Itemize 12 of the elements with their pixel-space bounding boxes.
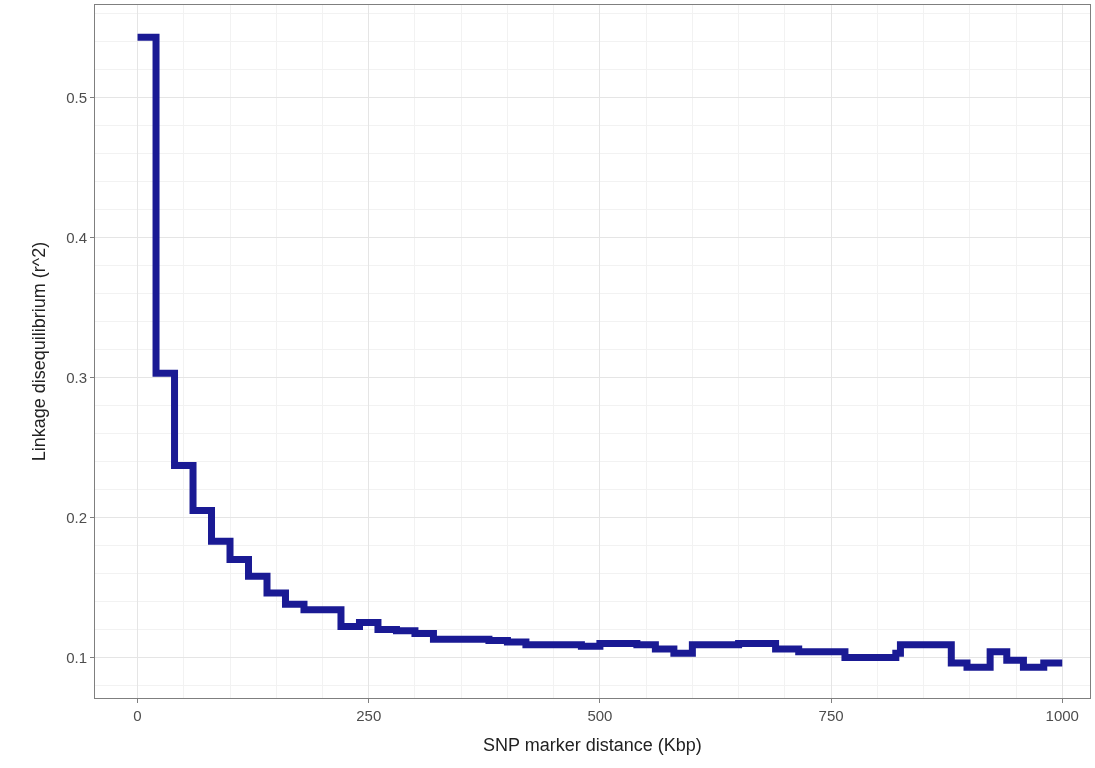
y-axis-title: Linkage disequilibrium (r^2) [29,241,50,462]
y-tick-label: 0.2 [66,508,87,526]
x-tick-label: 750 [818,707,844,724]
y-tick-label: 0.3 [66,368,87,386]
x-tick-label: 250 [356,707,382,724]
x-tick-label: 0 [133,707,142,724]
y-tick-label: 0.1 [66,648,87,666]
y-tick-label: 0.4 [66,228,87,246]
x-tick-label: 1000 [1045,707,1079,724]
x-axis-title: SNP marker distance (Kbp) [483,735,702,756]
y-tick-label: 0.5 [66,88,87,106]
x-tick-label: 500 [587,707,613,724]
